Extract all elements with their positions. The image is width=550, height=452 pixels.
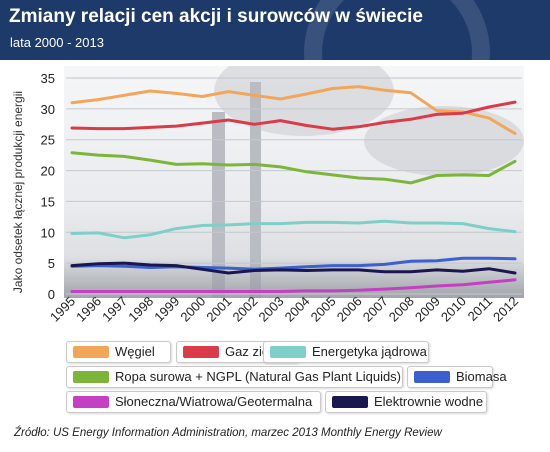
x-tick-label: 2012 [490,294,521,325]
series-lines [70,85,517,293]
x-tick-label: 2003 [256,294,287,325]
plot-background-photo [64,66,524,298]
legend-swatch [270,346,306,358]
x-tick-label: 2008 [386,294,417,325]
x-tick-label: 2009 [412,294,443,325]
x-tick-label: 1998 [125,294,156,325]
x-tick-label: 1999 [151,294,182,325]
legend-item: Biomasa [407,366,507,388]
y-tick-label: 15 [41,194,55,209]
legend-swatch [73,396,109,408]
background-chimney [250,82,261,298]
series-line-4 [70,256,517,271]
y-tick-label: 5 [48,256,55,271]
legend-item: Węgiel [66,341,171,363]
legend-swatch [73,346,109,358]
background-smoke [364,106,524,176]
y-tick-label: 0 [48,287,55,302]
x-tick-label: 2000 [177,294,208,325]
legend-item: Ropa surowa + NGPL (Natural Gas Plant Li… [66,366,403,388]
x-tick-label: 2007 [360,294,391,325]
x-tick-label: 2005 [308,294,339,325]
legend-label: Elektrownie wodne [374,394,484,409]
legend-swatch [414,371,450,383]
x-tick-label: 1997 [99,294,130,325]
x-tick-label: 2006 [334,294,365,325]
background-chimney [212,112,225,298]
y-tick-label: 30 [41,102,55,117]
x-axis-ticks: 1995199619971998199920002001200220032004… [47,294,521,325]
x-tick-label: 2004 [282,294,313,325]
legend-item: Energetyka jądrowa [263,341,429,363]
y-axis-ticks: 0 5 10 15 20 25 30 35 [41,71,55,302]
y-tick-label: 10 [41,225,55,240]
legend-label: Słoneczna/Wiatrowa/Geotermalna [115,394,313,409]
chart-subtitle: lata 2000 - 2013 [10,35,104,50]
series-line-5 [70,278,517,293]
x-tick-label: 2010 [438,294,469,325]
x-tick-label: 2011 [465,294,495,324]
legend-label: Ropa surowa + NGPL (Natural Gas Plant Li… [115,369,402,384]
chart-title: Zmiany relacji cen akcji i surowców w św… [9,6,423,27]
legend-label: Biomasa [456,369,507,384]
series-line-6 [70,261,517,275]
legend-swatch [73,371,109,383]
x-tick-label: 1996 [73,294,104,325]
series-line-1 [70,100,517,131]
y-tick-label: 20 [41,164,55,179]
y-tick-label: 35 [41,71,55,86]
series-line-0 [70,85,517,135]
x-tick-label: 2001 [203,294,234,325]
source-note: Źródło: US Energy Information Administra… [14,427,442,439]
legend-item: Elektrownie wodne [325,391,487,413]
legend-label: Węgiel [115,344,155,359]
series-line-3 [70,151,517,185]
x-tick-label: 2002 [229,294,260,325]
series-line-2 [70,219,517,240]
y-tick-label: 25 [41,133,55,148]
legend-label: Energetyka jądrowa [312,344,427,359]
y-axis-label: Jako odsetek łącznej produkcji energii [11,91,25,293]
legend-swatch [183,346,219,358]
legend-swatch [332,396,368,408]
legend-item: Słoneczna/Wiatrowa/Geotermalna [66,391,321,413]
